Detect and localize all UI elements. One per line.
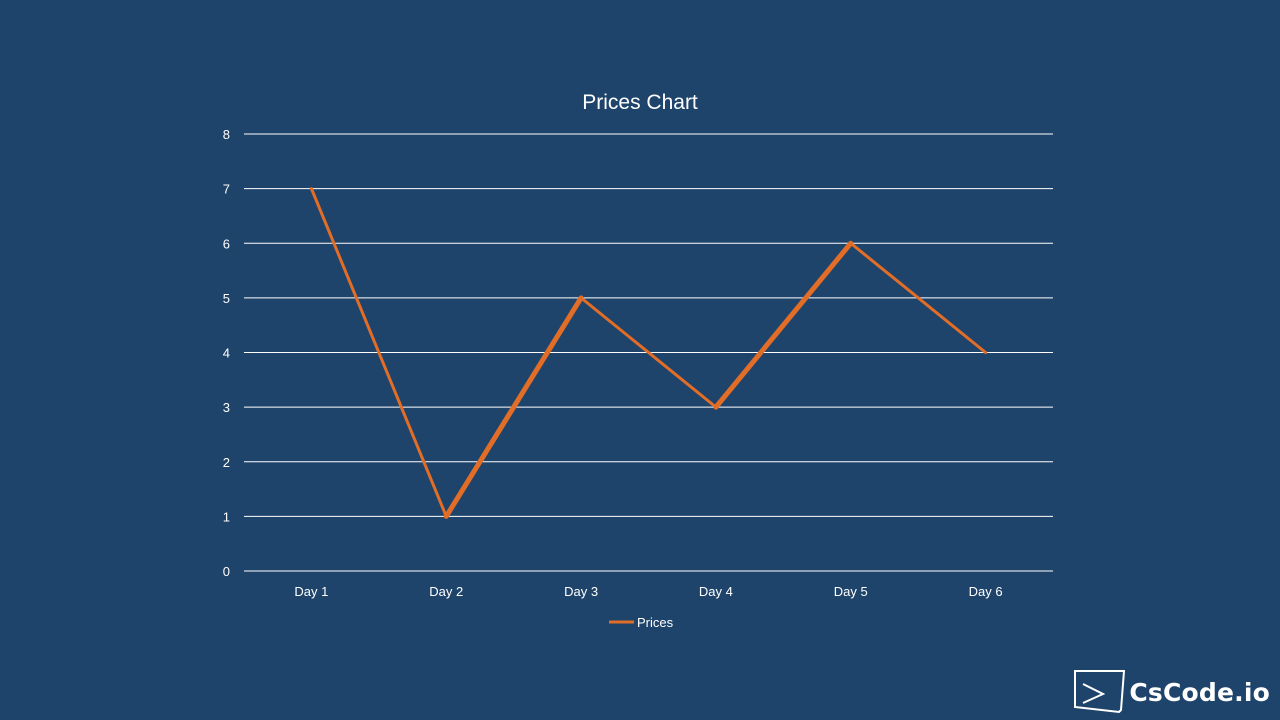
series-line-segment — [579, 296, 718, 409]
y-tick-label: 4 — [223, 346, 230, 361]
y-axis-ticks: 0 1 2 3 4 5 6 7 8 — [223, 127, 230, 579]
x-tick-label: Day 3 — [564, 584, 598, 599]
series-lines — [309, 187, 988, 519]
series-line-segment — [443, 295, 584, 519]
y-tick-label: 2 — [223, 455, 230, 470]
y-tick-label: 0 — [223, 564, 230, 579]
series-line-segment — [849, 241, 988, 354]
chart-title: Prices Chart — [582, 91, 698, 114]
x-tick-label: Day 6 — [969, 584, 1003, 599]
y-tick-label: 7 — [223, 182, 230, 197]
y-tick-label: 6 — [223, 236, 230, 251]
x-axis-ticks: Day 1 Day 2 Day 3 Day 4 Day 5 Day 6 — [294, 584, 1002, 599]
brand-text: CsCode.io — [1129, 677, 1270, 707]
cscode-logo-icon — [1074, 670, 1126, 714]
series-line-segment — [309, 187, 448, 518]
x-tick-label: Day 1 — [294, 584, 328, 599]
y-tick-label: 1 — [223, 509, 230, 524]
brand-watermark: CsCode.io — [1073, 669, 1270, 715]
y-tick-label: 8 — [223, 127, 230, 142]
x-tick-label: Day 5 — [834, 584, 868, 599]
x-tick-label: Day 4 — [699, 584, 733, 599]
legend-label: Prices — [637, 615, 674, 630]
y-tick-label: 3 — [223, 400, 230, 415]
legend: Prices — [609, 615, 674, 630]
x-tick-label: Day 2 — [429, 584, 463, 599]
series-line-segment — [713, 240, 854, 410]
y-tick-label: 5 — [223, 291, 230, 306]
